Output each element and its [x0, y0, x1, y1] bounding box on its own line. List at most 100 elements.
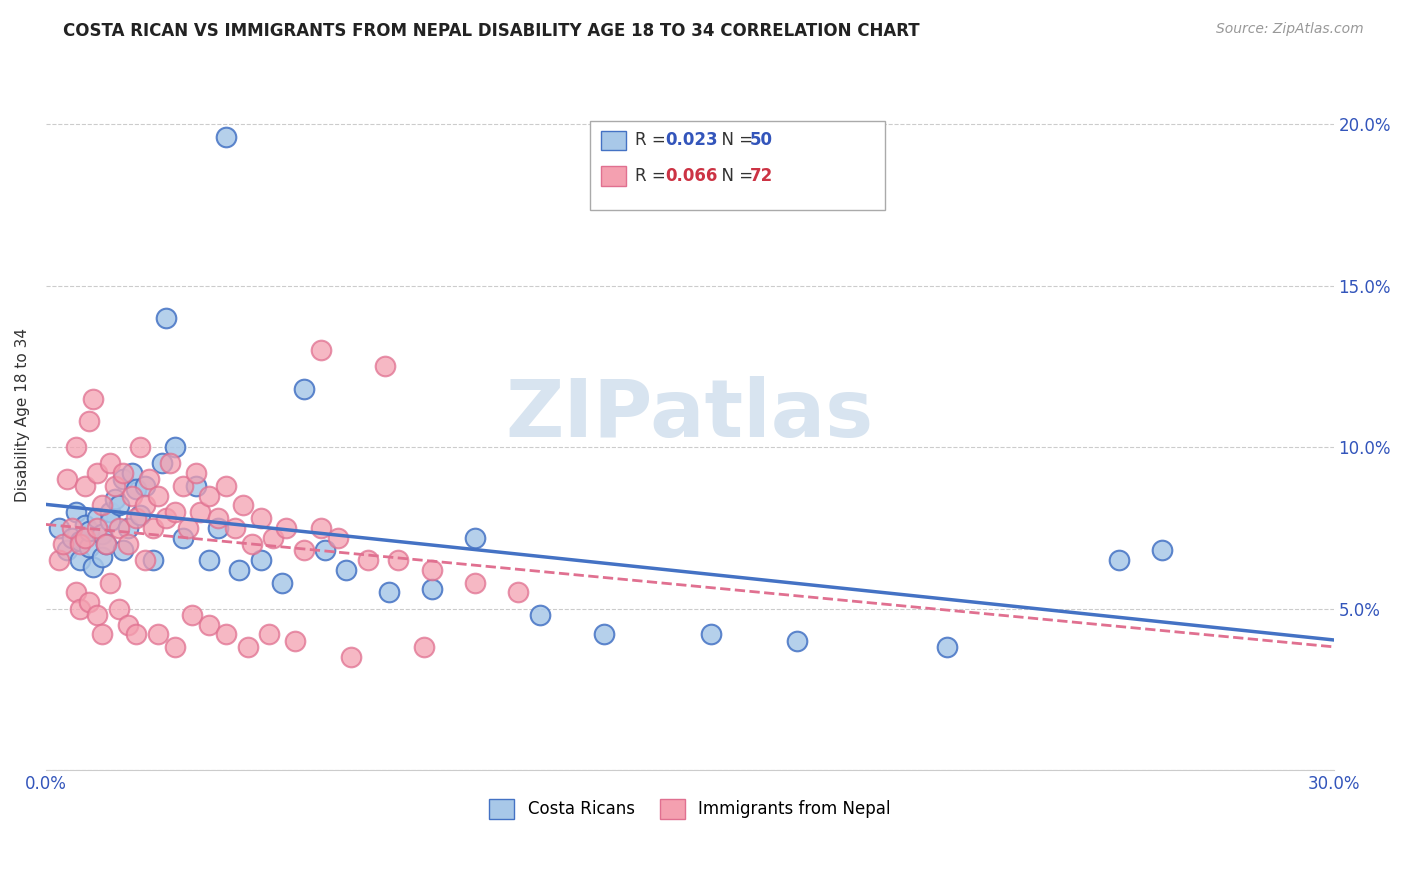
- Point: [129, 508, 152, 522]
- Point: [125, 511, 148, 525]
- Point: [339, 650, 361, 665]
- Point: [125, 627, 148, 641]
- Point: [142, 521, 165, 535]
- Point: [224, 521, 246, 535]
- Point: [104, 479, 127, 493]
- Point: [198, 489, 221, 503]
- Point: [98, 456, 121, 470]
- Point: [98, 575, 121, 590]
- Point: [94, 537, 117, 551]
- Point: [142, 553, 165, 567]
- Point: [271, 575, 294, 590]
- Text: N =: N =: [711, 167, 758, 185]
- Point: [198, 553, 221, 567]
- Point: [700, 627, 723, 641]
- Point: [48, 553, 70, 567]
- Text: 0.023: 0.023: [666, 131, 718, 149]
- Point: [207, 521, 229, 535]
- Point: [232, 498, 254, 512]
- Point: [98, 514, 121, 528]
- Point: [129, 440, 152, 454]
- Point: [98, 505, 121, 519]
- Point: [146, 489, 169, 503]
- Point: [134, 479, 156, 493]
- Point: [186, 466, 208, 480]
- Point: [82, 559, 104, 574]
- Point: [378, 585, 401, 599]
- Point: [276, 521, 298, 535]
- Point: [420, 563, 443, 577]
- Point: [163, 505, 186, 519]
- Point: [146, 627, 169, 641]
- Point: [1150, 543, 1173, 558]
- Point: [240, 537, 263, 551]
- Point: [292, 543, 315, 558]
- Point: [108, 601, 131, 615]
- Point: [48, 521, 70, 535]
- Point: [134, 553, 156, 567]
- Text: 0.066: 0.066: [666, 167, 718, 185]
- Text: N =: N =: [711, 131, 758, 149]
- Point: [335, 563, 357, 577]
- Point: [198, 617, 221, 632]
- Point: [65, 440, 87, 454]
- Text: R =: R =: [636, 167, 671, 185]
- Point: [77, 414, 100, 428]
- Point: [292, 382, 315, 396]
- Point: [69, 553, 91, 567]
- Point: [86, 466, 108, 480]
- Point: [593, 627, 616, 641]
- Text: Source: ZipAtlas.com: Source: ZipAtlas.com: [1216, 22, 1364, 37]
- Point: [172, 479, 194, 493]
- Point: [104, 491, 127, 506]
- Point: [94, 537, 117, 551]
- Point: [155, 310, 177, 325]
- Point: [69, 537, 91, 551]
- Point: [326, 531, 349, 545]
- Point: [228, 563, 250, 577]
- Point: [90, 527, 112, 541]
- Point: [262, 531, 284, 545]
- Point: [90, 498, 112, 512]
- Point: [186, 479, 208, 493]
- Point: [86, 607, 108, 622]
- Text: 50: 50: [751, 131, 773, 149]
- Point: [420, 582, 443, 597]
- Point: [529, 607, 551, 622]
- Point: [786, 633, 808, 648]
- Point: [86, 521, 108, 535]
- Point: [309, 343, 332, 358]
- Point: [1108, 553, 1130, 567]
- Text: COSTA RICAN VS IMMIGRANTS FROM NEPAL DISABILITY AGE 18 TO 34 CORRELATION CHART: COSTA RICAN VS IMMIGRANTS FROM NEPAL DIS…: [63, 22, 920, 40]
- Legend: Costa Ricans, Immigrants from Nepal: Costa Ricans, Immigrants from Nepal: [482, 792, 897, 826]
- Point: [936, 640, 959, 655]
- Point: [172, 531, 194, 545]
- Point: [215, 627, 238, 641]
- Point: [117, 521, 139, 535]
- Point: [121, 466, 143, 480]
- Point: [207, 511, 229, 525]
- Text: 72: 72: [751, 167, 773, 185]
- Point: [77, 524, 100, 538]
- Point: [90, 627, 112, 641]
- Point: [117, 537, 139, 551]
- Point: [112, 466, 135, 480]
- Point: [60, 521, 83, 535]
- Point: [284, 633, 307, 648]
- Point: [257, 627, 280, 641]
- Point: [215, 479, 238, 493]
- Point: [412, 640, 434, 655]
- Point: [387, 553, 409, 567]
- Point: [464, 575, 486, 590]
- Point: [65, 585, 87, 599]
- Point: [134, 498, 156, 512]
- Point: [155, 511, 177, 525]
- Text: R =: R =: [636, 131, 671, 149]
- Point: [357, 553, 380, 567]
- Point: [138, 472, 160, 486]
- Point: [77, 540, 100, 554]
- Point: [73, 531, 96, 545]
- Point: [314, 543, 336, 558]
- Point: [508, 585, 530, 599]
- Point: [374, 359, 396, 374]
